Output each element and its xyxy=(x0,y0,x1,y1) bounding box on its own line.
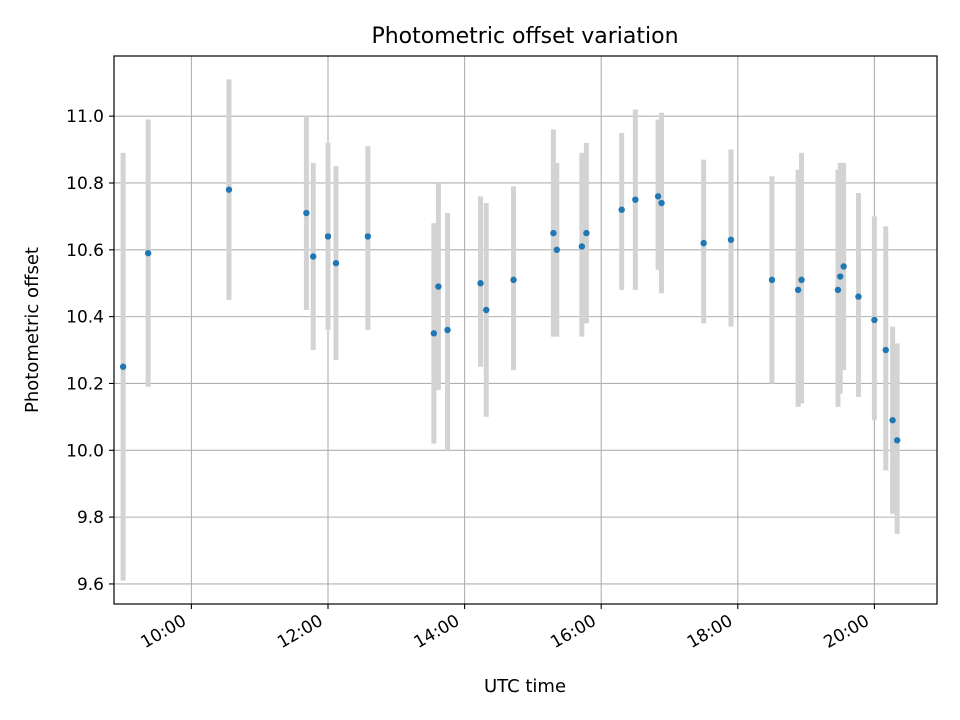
data-point xyxy=(435,283,442,290)
data-point xyxy=(225,186,233,193)
data-point xyxy=(364,233,372,240)
y-tick-label: 10.6 xyxy=(66,241,104,261)
data-point xyxy=(550,229,557,237)
data-point xyxy=(794,286,802,294)
data-point xyxy=(834,286,842,294)
x-axis-label: UTC time xyxy=(484,676,566,697)
y-tick-label: 10.4 xyxy=(66,308,104,328)
data-point xyxy=(510,276,517,284)
data-point xyxy=(303,209,310,217)
data-point xyxy=(768,276,776,284)
data-point xyxy=(119,363,127,370)
data-point xyxy=(483,306,490,314)
data-point xyxy=(578,243,586,250)
data-point xyxy=(855,293,862,300)
y-tick-label: 9.6 xyxy=(77,575,104,595)
data-point xyxy=(477,280,484,287)
data-point xyxy=(618,206,625,213)
y-tick-label: 10.2 xyxy=(66,374,104,394)
data-point xyxy=(332,259,340,267)
data-point xyxy=(430,330,438,337)
y-tick-label: 10.8 xyxy=(66,174,104,194)
data-point xyxy=(893,437,901,444)
data-point xyxy=(882,346,889,354)
data-point xyxy=(583,229,590,237)
data-point xyxy=(632,196,639,203)
data-point xyxy=(324,233,332,240)
data-point xyxy=(310,253,317,260)
data-point xyxy=(654,193,662,200)
y-tick-label: 10.0 xyxy=(66,441,104,461)
data-point xyxy=(444,326,451,334)
y-tick-label: 11.0 xyxy=(66,107,104,127)
data-point xyxy=(837,273,844,280)
data-point xyxy=(871,316,878,324)
chart-title: Photometric offset variation xyxy=(371,24,678,49)
data-point xyxy=(658,199,665,207)
plot-frame xyxy=(113,55,938,605)
data-point xyxy=(798,276,805,284)
data-point xyxy=(700,239,707,247)
data-points xyxy=(119,186,901,444)
data-point xyxy=(727,236,735,243)
data-point xyxy=(840,263,847,270)
data-point xyxy=(889,417,896,424)
y-tick-label: 9.8 xyxy=(77,508,104,528)
data-point xyxy=(553,246,561,254)
y-axis-label: Photometric offset xyxy=(22,247,43,413)
y-axis-ticks: 9.6 9.8 10.0 10.2 10.4 10.6 10.8 11.0 xyxy=(66,107,114,595)
data-point xyxy=(144,249,152,257)
